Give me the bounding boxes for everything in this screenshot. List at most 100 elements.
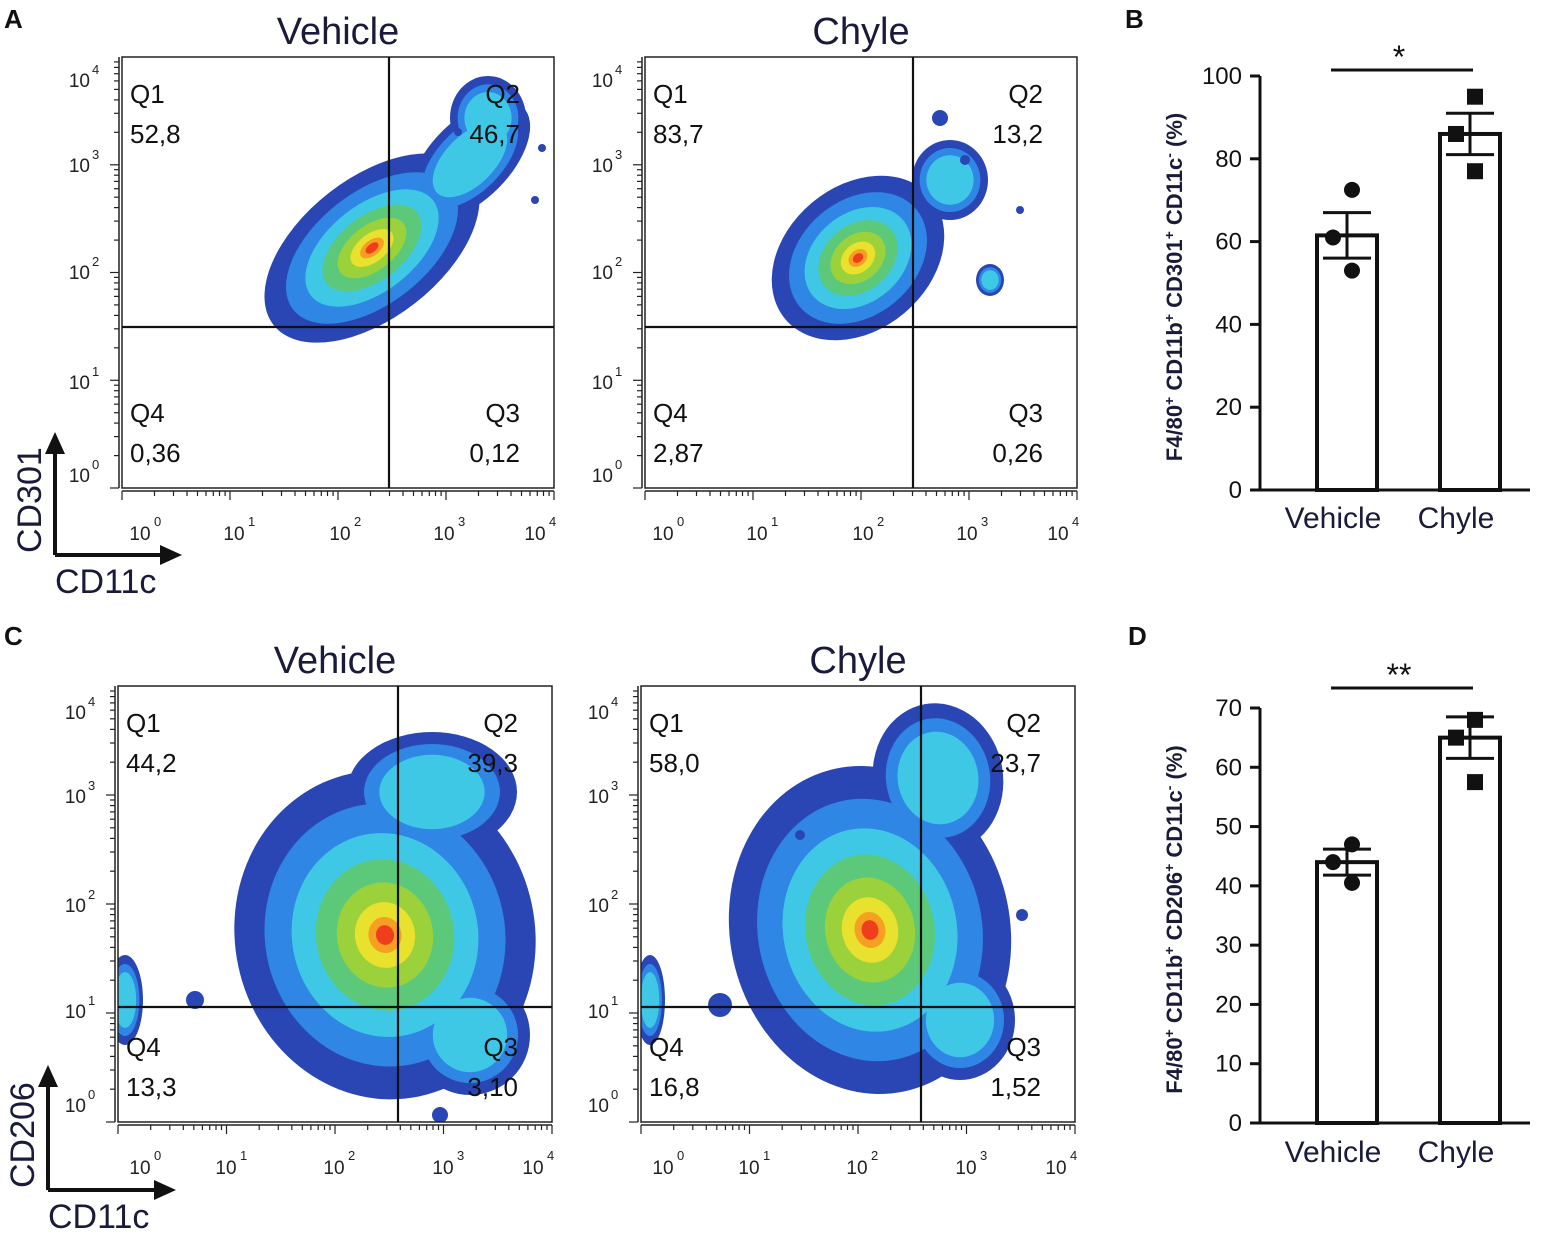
y-tick-exponent: 0 (88, 1087, 95, 1102)
density-3 (641, 703, 1028, 1094)
plot-title: Chyle (809, 640, 906, 682)
x-tick-label: 10 (223, 524, 244, 545)
y-tick-exponent: 2 (611, 887, 618, 902)
bar-y-tick-label: 10 (1215, 1051, 1242, 1078)
y-tick-exponent: 2 (88, 887, 95, 902)
y-tick-exponent: 2 (615, 254, 622, 269)
quadrant-name-q1: Q1 (653, 79, 688, 109)
quadrant-value-q3: 0,26 (992, 438, 1043, 468)
bar-vehicle (1315, 233, 1379, 492)
y-tick-exponent: 4 (88, 694, 95, 709)
x-tick-exponent: 2 (871, 1148, 878, 1163)
y-tick-exponent: 4 (615, 62, 622, 77)
bar-y-tick-label: 80 (1215, 146, 1242, 173)
quadrant-value-q1: 58,0 (649, 748, 700, 778)
density-speck (186, 991, 204, 1009)
bar-category-label: Chyle (1418, 502, 1495, 535)
y-tick-exponent: 1 (88, 993, 95, 1008)
bar-category-label: Chyle (1418, 1136, 1495, 1169)
density-2 (118, 732, 536, 1122)
density-band (861, 920, 879, 940)
bar-y-tick-label: 100 (1202, 63, 1242, 90)
bar-y-axis-label: F4/80+ CD11b+ CD301+ CD11c- (%) (1161, 113, 1187, 461)
bar-y-tick-label: 50 (1215, 814, 1242, 841)
data-point (1325, 854, 1341, 871)
x-tick-label: 10 (522, 1158, 543, 1179)
panel-letter-d: D (1128, 621, 1147, 651)
x-tick-label: 10 (129, 1158, 150, 1179)
x-tick-label: 10 (1047, 524, 1068, 545)
quadrant-name-q3: Q3 (1008, 398, 1043, 428)
density-speck (960, 155, 970, 165)
quadrant-value-q2: 13,2 (992, 119, 1043, 149)
y-tick-label: 10 (588, 787, 609, 808)
quadrant-value-q4: 2,87 (653, 438, 704, 468)
data-point (1344, 262, 1360, 279)
density-band (470, 98, 506, 138)
y-tick-label: 10 (69, 373, 90, 394)
x-tick-label: 10 (738, 1158, 759, 1179)
y-tick-label: 10 (592, 71, 613, 92)
bar-y-tick-label: 60 (1215, 229, 1242, 256)
quadrant-value-q3: 3,10 (467, 1072, 518, 1102)
quadrant-value-q2: 39,3 (467, 748, 518, 778)
density-band (983, 272, 997, 288)
bar-y-tick-label: 20 (1215, 991, 1242, 1018)
y-tick-label: 10 (69, 156, 90, 177)
quadrant-name-q3: Q3 (485, 398, 520, 428)
plot-title: Vehicle (277, 11, 400, 53)
x-tick-label: 10 (323, 1158, 344, 1179)
x-tick-label: 10 (432, 1158, 453, 1179)
quadrant-value-q1: 44,2 (126, 748, 177, 778)
quadrant-name-q1: Q1 (130, 79, 165, 109)
quadrant-name-q2: Q2 (483, 708, 518, 738)
y-tick-label: 10 (588, 896, 609, 917)
bar-y-tick-label: 40 (1215, 311, 1242, 338)
quadrant-name-q1: Q1 (126, 708, 161, 738)
quadrant-value-q2: 46,7 (469, 119, 520, 149)
x-tick-exponent: 2 (354, 514, 361, 529)
significance-marker: ** (1387, 657, 1412, 693)
bar-y-tick-label: 70 (1215, 695, 1242, 722)
density-speck (1016, 909, 1028, 921)
y-axis-label-cd206: CD206 (4, 1082, 42, 1188)
quadrant-name-q2: Q2 (485, 79, 520, 109)
x-arrow-head (154, 1180, 176, 1200)
x-tick-label: 10 (433, 524, 454, 545)
y-tick-label: 10 (65, 1096, 86, 1117)
panel-letter-c: C (4, 621, 23, 651)
figure-content: A BC DVehicleQ152,8Q246,7Q30,12Q40,3610010… (4, 4, 1530, 1234)
x-tick-exponent: 4 (1072, 514, 1079, 529)
data-point (1448, 729, 1464, 746)
y-axis-label-cd301: CD301 (11, 447, 49, 553)
bar-y-tick-label: 30 (1215, 932, 1242, 959)
density-speck (932, 110, 948, 126)
x-tick-exponent: 1 (240, 1148, 247, 1163)
quadrant-value-q2: 23,7 (990, 748, 1041, 778)
y-tick-exponent: 0 (611, 1087, 618, 1102)
quadrant-name-q4: Q4 (653, 398, 688, 428)
density-speck (1016, 206, 1024, 214)
quadrant-value-q3: 0,12 (469, 438, 520, 468)
x-axis-label-cd11c-top: CD11c (55, 563, 156, 601)
density-band (852, 253, 864, 263)
density-speck (538, 144, 546, 152)
data-point (1344, 836, 1360, 853)
x-axis-label-cd11c-bottom: CD11c (48, 1198, 149, 1234)
x-tick-exponent: 4 (549, 514, 556, 529)
x-tick-label: 10 (215, 1158, 236, 1179)
y-tick-exponent: 3 (92, 147, 99, 162)
y-tick-exponent: 3 (611, 778, 618, 793)
quadrant-value-q4: 13,3 (126, 1072, 177, 1102)
density-1 (771, 110, 1024, 341)
panel-letter-a: A (4, 4, 23, 34)
bar-category-label: Vehicle (1285, 502, 1382, 535)
y-tick-label: 10 (592, 373, 613, 394)
data-point (1467, 88, 1483, 105)
plot-frame (640, 685, 1076, 1123)
data-point (1344, 874, 1360, 891)
x-tick-label: 10 (129, 524, 150, 545)
quadrant-name-q3: Q3 (483, 1032, 518, 1062)
x-tick-exponent: 3 (457, 1148, 464, 1163)
